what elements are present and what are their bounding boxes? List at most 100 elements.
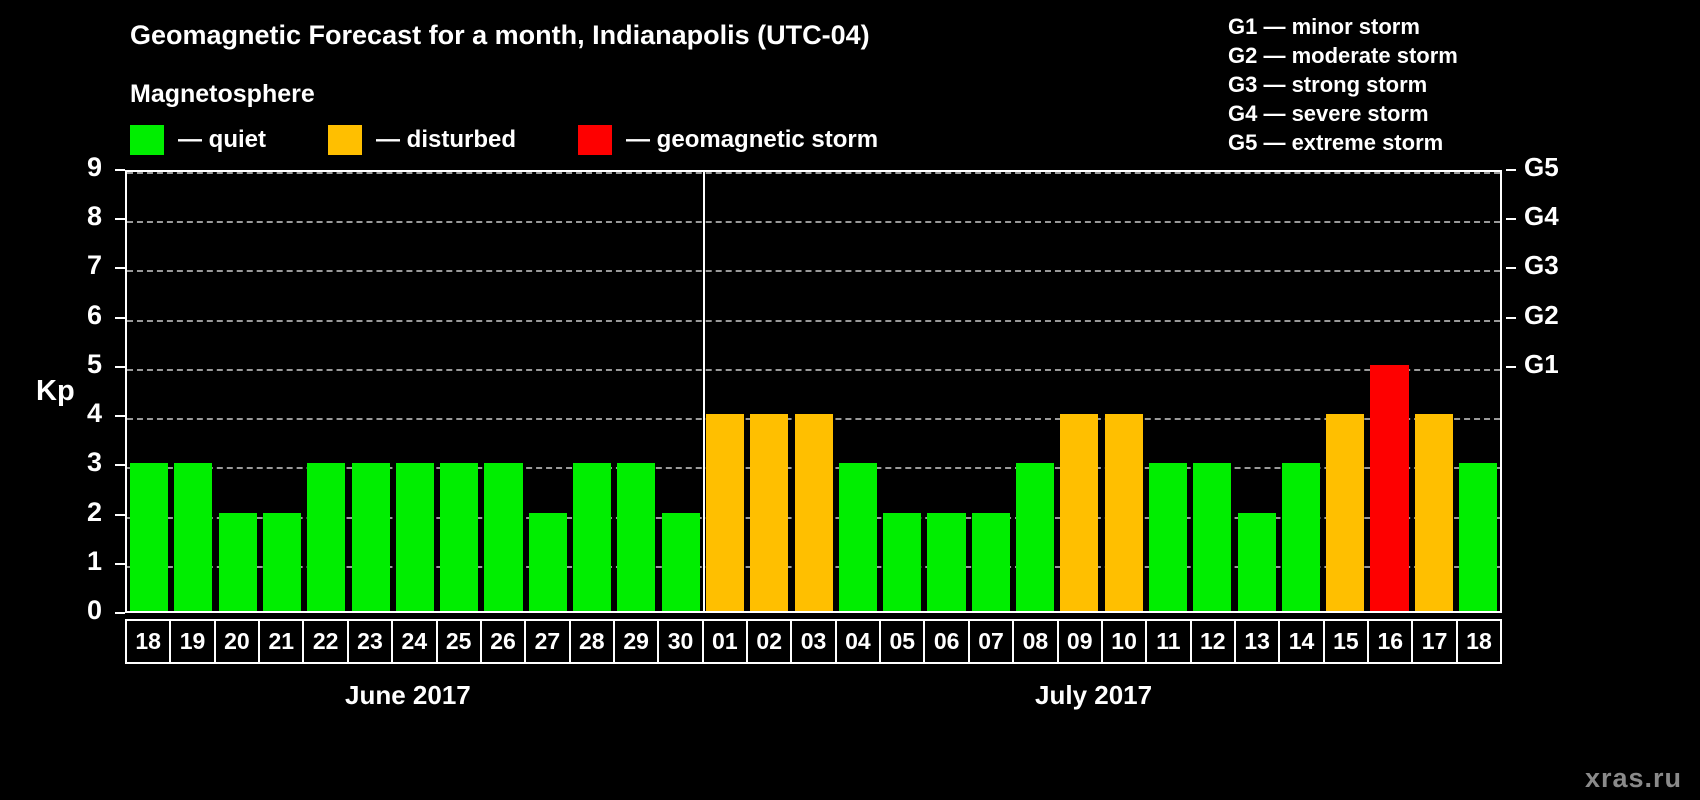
legend-item-storm: — geomagnetic storm: [578, 125, 878, 155]
date-label-july-07[interactable]: 07: [969, 621, 1015, 662]
date-label-july-14[interactable]: 14: [1280, 621, 1325, 662]
date-label-june-26[interactable]: 26: [481, 621, 527, 662]
g-tick-mark-G2: [1506, 316, 1516, 319]
bar-july-03[interactable]: [794, 414, 833, 611]
kp-tick-label-9: 9: [86, 152, 102, 182]
date-label-june-19[interactable]: 19: [171, 621, 216, 662]
page-title: Geomagnetic Forecast for a month, Indian…: [130, 20, 870, 50]
date-label-june-24[interactable]: 24: [393, 621, 438, 662]
bar-june-20[interactable]: [218, 512, 257, 611]
kp-axis: Kp 0 1 2 3 4 5 6 7 8 9: [0, 0, 125, 800]
g-tick-label-G1: G1: [1524, 348, 1559, 379]
date-label-june-23[interactable]: 23: [348, 621, 394, 662]
date-label-july-13[interactable]: 13: [1235, 621, 1281, 662]
storm-scale-g3: G3 — strong storm: [1228, 72, 1428, 97]
date-label-june-22[interactable]: 22: [304, 621, 349, 662]
date-label-july-15[interactable]: 15: [1324, 621, 1370, 662]
bar-cell: [1234, 172, 1278, 611]
bar-july-09[interactable]: [1060, 414, 1099, 611]
bar-july-15[interactable]: [1326, 414, 1365, 611]
bar-june-26[interactable]: [484, 463, 523, 611]
bar-june-29[interactable]: [617, 463, 656, 611]
bar-june-28[interactable]: [573, 463, 612, 611]
bar-july-10[interactable]: [1104, 414, 1143, 611]
date-label-july-18[interactable]: 18: [1457, 621, 1501, 662]
date-label-july-08[interactable]: 08: [1014, 621, 1059, 662]
bar-july-06[interactable]: [927, 512, 966, 611]
bar-cell: [481, 172, 525, 611]
bar-july-07[interactable]: [971, 512, 1010, 611]
date-axis: 18 19 20 21 22 23 24 25 26 27 28 29 30 01 02 03 04 05 06 07…: [125, 619, 1502, 664]
bar-july-17[interactable]: [1414, 414, 1453, 611]
g-tick-mark-G3: [1506, 267, 1516, 270]
date-label-july-04[interactable]: 04: [836, 621, 882, 662]
date-label-july-11[interactable]: 11: [1147, 621, 1192, 662]
kp-tick-mark-4: [115, 415, 125, 418]
bar-cell: [1367, 172, 1411, 611]
date-label-june-28[interactable]: 28: [570, 621, 615, 662]
date-label-june-25[interactable]: 25: [437, 621, 482, 662]
date-label-june-30[interactable]: 30: [659, 621, 704, 662]
bar-cell: [437, 172, 481, 611]
date-label-june-21[interactable]: 21: [260, 621, 305, 662]
bar-july-18[interactable]: [1459, 463, 1498, 611]
date-label-july-10[interactable]: 10: [1102, 621, 1148, 662]
bar-june-27[interactable]: [528, 512, 567, 611]
bar-july-01[interactable]: [705, 414, 745, 611]
bar-series: [127, 172, 1500, 611]
kp-tick-label-6: 6: [86, 299, 102, 330]
bar-cell: [570, 172, 614, 611]
bar-july-13[interactable]: [1237, 512, 1276, 611]
date-label-july-17[interactable]: 17: [1413, 621, 1458, 662]
bar-june-19[interactable]: [174, 463, 213, 611]
legend-label-quiet: — quiet: [178, 126, 266, 153]
bar-july-02[interactable]: [750, 414, 789, 611]
date-label-july-02[interactable]: 02: [748, 621, 793, 662]
date-label-july-03[interactable]: 03: [792, 621, 837, 662]
bar-july-04[interactable]: [838, 463, 877, 611]
legend-swatch-storm: [578, 125, 613, 155]
date-label-july-12[interactable]: 12: [1191, 621, 1236, 662]
kp-tick-label-0: 0: [86, 595, 102, 625]
bar-july-12[interactable]: [1193, 463, 1232, 611]
date-label-june-18[interactable]: 18: [127, 621, 172, 662]
legend-item-disturbed: — disturbed: [328, 125, 516, 155]
bar-july-08[interactable]: [1016, 463, 1055, 611]
bar-june-21[interactable]: [262, 512, 302, 611]
bar-cell: [836, 172, 880, 611]
date-label-july-01[interactable]: 01: [703, 621, 749, 662]
bar-june-30[interactable]: [661, 512, 700, 611]
bar-july-16[interactable]: [1370, 364, 1409, 611]
bar-june-25[interactable]: [440, 463, 479, 611]
date-label-june-29[interactable]: 29: [614, 621, 660, 662]
bar-cell: [614, 172, 658, 611]
bar-july-14[interactable]: [1281, 463, 1320, 611]
g-tick-label-G3: G3: [1524, 250, 1559, 281]
date-label-june-27[interactable]: 27: [526, 621, 571, 662]
kp-tick-mark-7: [115, 267, 125, 270]
bar-june-22[interactable]: [307, 463, 346, 611]
date-label-july-05[interactable]: 05: [881, 621, 926, 662]
storm-scale-g2: G2 — moderate storm: [1228, 43, 1458, 68]
date-label-july-09[interactable]: 09: [1058, 621, 1103, 662]
date-label-june-20[interactable]: 20: [215, 621, 261, 662]
storm-scale-g1: G1 — minor storm: [1228, 14, 1420, 39]
kp-tick-mark-1: [115, 562, 125, 565]
bar-june-24[interactable]: [395, 463, 434, 611]
bar-june-23[interactable]: [351, 463, 390, 611]
g-tick-label-G2: G2: [1524, 299, 1559, 330]
bar-cell: [1323, 172, 1367, 611]
gridline-kp-6: [127, 319, 1500, 322]
g-tick-mark-G4: [1506, 218, 1516, 221]
bar-june-18[interactable]: [130, 463, 169, 611]
kp-tick-label-5: 5: [86, 348, 102, 379]
date-label-july-06[interactable]: 06: [925, 621, 970, 662]
bar-july-05[interactable]: [883, 512, 922, 611]
bar-cell: [659, 172, 703, 611]
watermark: xras.ru: [1584, 763, 1682, 793]
bar-cell: [260, 172, 304, 611]
bar-july-11[interactable]: [1148, 463, 1188, 611]
date-label-july-16[interactable]: 16: [1369, 621, 1414, 662]
bar-cell: [969, 172, 1013, 611]
magnetosphere-legend: — quiet — disturbed — geomagnetic storm: [130, 125, 878, 155]
